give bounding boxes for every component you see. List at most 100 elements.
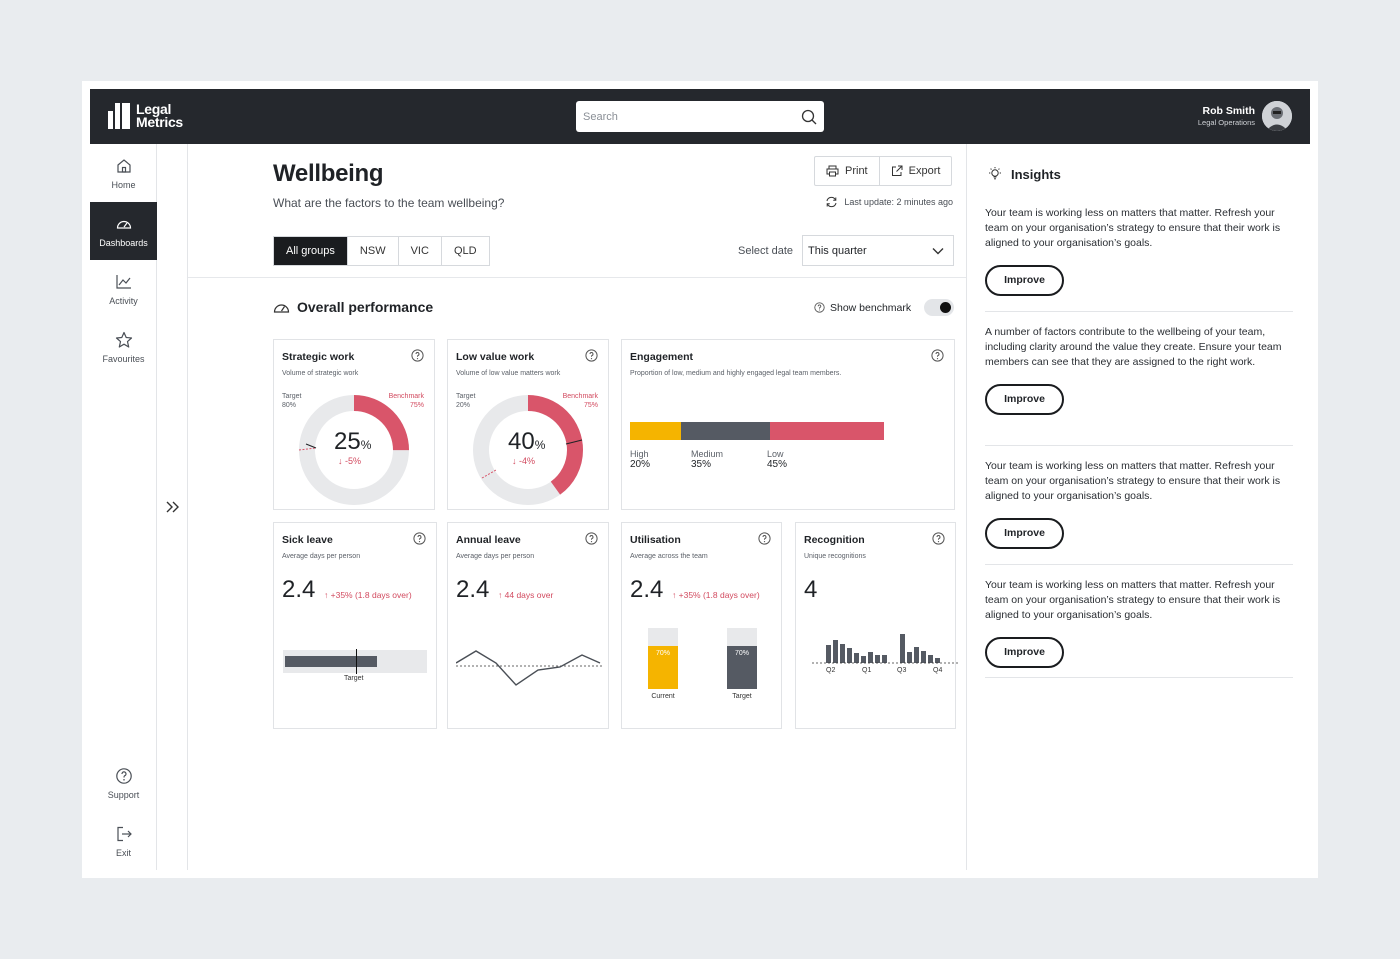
- logo-text: Legal Metrics: [136, 101, 183, 130]
- recognition-bar: [921, 651, 926, 663]
- bar-label: Current: [651, 693, 675, 700]
- recognition-bar-chart: [812, 634, 958, 664]
- bullet-bar: [285, 656, 377, 667]
- insight-item: A number of factors contribute to the we…: [985, 325, 1293, 446]
- recognition-bar: [900, 634, 905, 663]
- sidebar-item-label: Dashboards: [99, 237, 148, 248]
- utilisation-bar-target: 70%: [727, 628, 757, 689]
- benchmark-marker: [305, 443, 317, 449]
- metric-value: 2.4: [456, 576, 490, 603]
- sidebar-item-exit[interactable]: Exit: [90, 812, 157, 870]
- search-input[interactable]: [583, 110, 801, 123]
- benchmark-toggle[interactable]: [924, 299, 955, 316]
- star-icon: [115, 331, 132, 348]
- improve-button[interactable]: Improve: [985, 264, 1064, 296]
- target-marker: [356, 649, 357, 674]
- user-name: Rob Smith: [1202, 105, 1256, 117]
- insight-text: Your team is working less on matters tha…: [985, 460, 1281, 503]
- export-label: Export: [908, 165, 941, 177]
- help-icon[interactable]: [932, 532, 945, 545]
- sidebar-item-dashboards[interactable]: Dashboards: [90, 202, 157, 260]
- sidebar-item-support[interactable]: Support: [90, 754, 157, 812]
- card-subtitle: Volume of low value matters work: [456, 370, 561, 377]
- home-icon: [116, 158, 131, 173]
- improve-button[interactable]: Improve: [985, 383, 1064, 415]
- recognition-bar: [826, 645, 831, 663]
- donut-fill: [473, 395, 583, 505]
- date-label: Select date: [738, 245, 794, 257]
- card-subtitle: Average days per person: [456, 553, 535, 560]
- card-title: Recognition: [804, 534, 865, 546]
- help-icon[interactable]: [814, 302, 825, 313]
- metric-value: 2.4: [282, 576, 316, 603]
- card-annual-leave: Annual leave Average days per person 2.4…: [447, 522, 609, 729]
- benchmark-label: Benchmark 75%: [388, 393, 424, 409]
- tab-all-groups[interactable]: All groups: [274, 237, 348, 265]
- insights-panel: Insights Your team is working less on ma…: [966, 144, 1310, 870]
- help-icon: [115, 767, 132, 784]
- user-menu[interactable]: Rob Smith Legal Operations: [1198, 101, 1292, 131]
- tab-vic[interactable]: VIC: [399, 237, 442, 265]
- chevron-down-icon: [932, 247, 944, 254]
- sidebar-item-label: Activity: [109, 295, 138, 306]
- bar-label: Target: [732, 693, 752, 700]
- sidebar-item-home[interactable]: Home: [90, 144, 157, 202]
- gauge-icon: [273, 303, 290, 313]
- help-icon[interactable]: [411, 349, 424, 362]
- collapse-panel: [157, 144, 188, 870]
- main-content: Wellbeing What are the factors to the te…: [188, 144, 966, 870]
- recognition-bar: [882, 655, 887, 663]
- chevron-double-right-icon[interactable]: [165, 500, 180, 514]
- line-chart-icon: [115, 274, 131, 289]
- insight-item: Your team is working less on matters tha…: [985, 578, 1293, 678]
- sidebar-item-favourites[interactable]: Favourites: [90, 318, 157, 376]
- recognition-bar: [928, 655, 933, 663]
- card-title: Engagement: [630, 351, 694, 363]
- card-sick-leave: Sick leave Average days per person 2.4 ↑…: [273, 522, 437, 729]
- donut-delta: ↓ -4%: [512, 456, 536, 466]
- metric-value: 2.4: [630, 576, 664, 603]
- help-icon[interactable]: [413, 532, 426, 545]
- x-tick-label: Q3: [897, 667, 907, 674]
- sidebar-item-label: Home: [111, 179, 136, 190]
- sidebar-item-activity[interactable]: Activity: [90, 260, 157, 318]
- help-icon[interactable]: [585, 532, 598, 545]
- search-box[interactable]: [576, 101, 824, 132]
- insight-item: Your team is working less on matters tha…: [985, 206, 1293, 312]
- print-button[interactable]: Print: [815, 157, 879, 185]
- card-subtitle: Average days per person: [282, 553, 361, 560]
- help-icon[interactable]: [758, 532, 771, 545]
- donut-fill: [299, 395, 409, 505]
- print-label: Print: [845, 165, 868, 177]
- insight-item: Your team is working less on matters tha…: [985, 459, 1293, 565]
- donut-chart: [298, 395, 409, 505]
- avatar[interactable]: [1262, 101, 1292, 131]
- date-select-value: This quarter: [808, 244, 867, 257]
- exit-icon: [116, 826, 132, 841]
- recognition-bar: [914, 647, 919, 663]
- refresh-icon[interactable]: [825, 196, 838, 208]
- card-low-value-work: Low value work Volume of low value matte…: [447, 339, 609, 510]
- target-marker: [481, 469, 497, 479]
- recognition-bar: [935, 658, 940, 663]
- donut-value: 40%: [508, 428, 546, 455]
- help-icon[interactable]: [931, 349, 944, 362]
- external-link-icon: [891, 165, 903, 176]
- date-select[interactable]: This quarter: [802, 235, 954, 266]
- insights-header: Insights: [987, 166, 1061, 182]
- improve-button[interactable]: Improve: [985, 517, 1064, 549]
- x-tick-label: Q1: [862, 667, 872, 674]
- recognition-bar: [907, 652, 912, 663]
- tab-nsw[interactable]: NSW: [348, 237, 399, 265]
- section-header: Overall performance: [273, 299, 433, 315]
- tab-qld[interactable]: QLD: [453, 245, 477, 257]
- improve-button[interactable]: Improve: [985, 636, 1064, 668]
- logo[interactable]: Legal Metrics: [108, 101, 183, 130]
- target-marker: [298, 447, 317, 451]
- export-button[interactable]: Export: [878, 157, 952, 185]
- search-icon[interactable]: [801, 109, 817, 125]
- card-subtitle: Proportion of low, medium and highly eng…: [630, 370, 842, 377]
- benchmark-toggle-row: Show benchmark: [814, 299, 955, 316]
- help-icon[interactable]: [585, 349, 598, 362]
- recognition-bar: [861, 656, 866, 663]
